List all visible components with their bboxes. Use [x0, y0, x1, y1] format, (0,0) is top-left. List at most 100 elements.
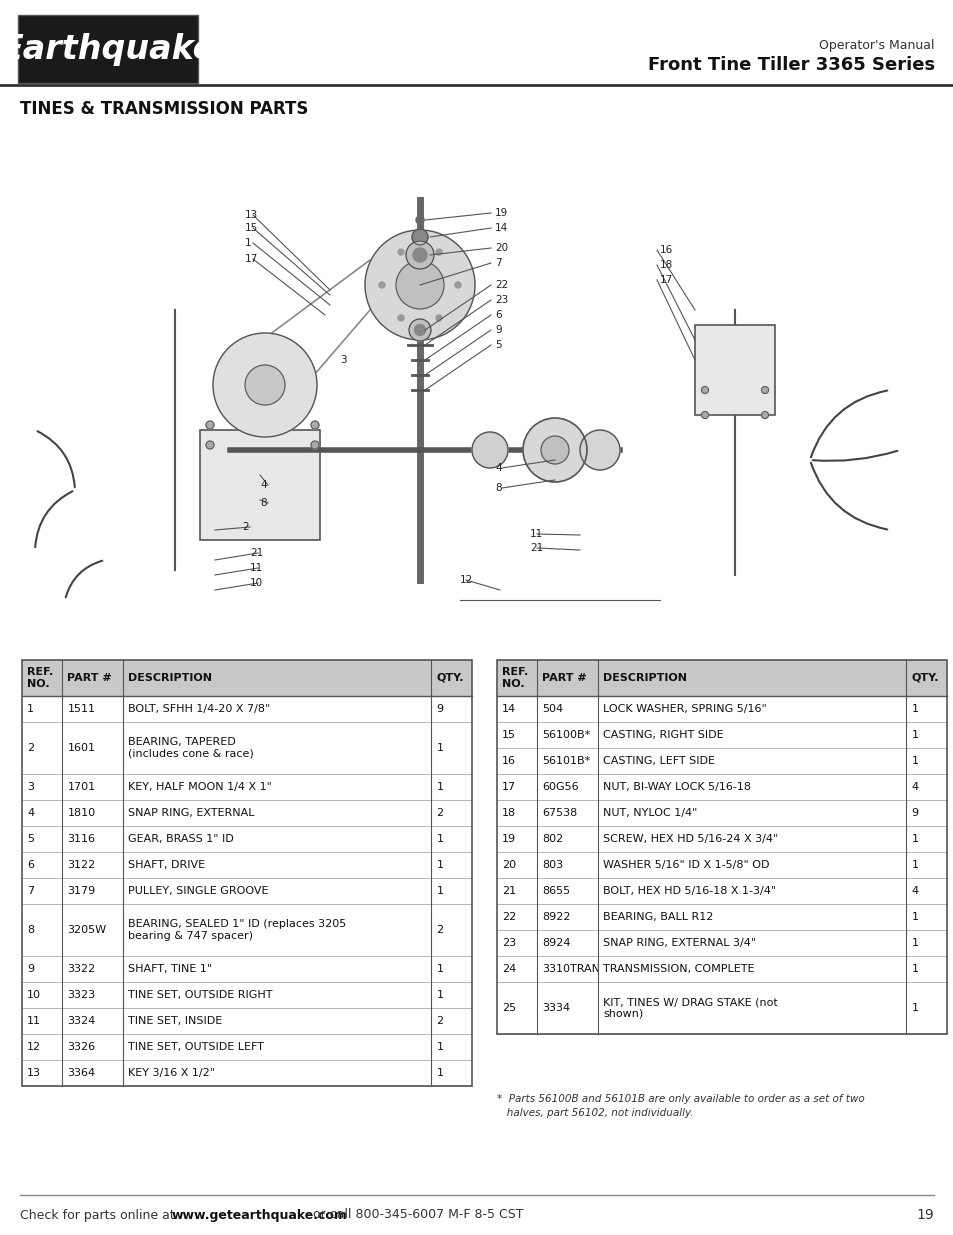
- Text: Earthquake: Earthquake: [0, 32, 215, 65]
- Text: 56101B*: 56101B*: [542, 756, 590, 766]
- Text: KIT, TINES W/ DRAG STAKE (not
shown): KIT, TINES W/ DRAG STAKE (not shown): [602, 997, 778, 1019]
- Text: 24: 24: [501, 965, 516, 974]
- Text: 3324: 3324: [68, 1016, 95, 1026]
- Text: 3322: 3322: [68, 965, 95, 974]
- FancyBboxPatch shape: [22, 800, 472, 826]
- Text: 1: 1: [436, 885, 443, 897]
- Text: 1: 1: [910, 911, 918, 923]
- Text: 1: 1: [910, 704, 918, 714]
- Text: 4: 4: [910, 782, 918, 792]
- Text: 14: 14: [495, 224, 508, 233]
- Circle shape: [414, 325, 425, 336]
- Text: 5: 5: [495, 340, 501, 350]
- FancyBboxPatch shape: [22, 1060, 472, 1086]
- Text: 1: 1: [436, 1068, 443, 1078]
- Text: BEARING, SEALED 1" ID (replaces 3205
bearing & 747 spacer): BEARING, SEALED 1" ID (replaces 3205 bea…: [128, 919, 346, 941]
- Text: 21: 21: [530, 543, 542, 553]
- Text: 13: 13: [27, 1068, 41, 1078]
- Text: 10: 10: [27, 990, 41, 1000]
- Circle shape: [416, 216, 423, 224]
- Circle shape: [412, 228, 428, 245]
- FancyBboxPatch shape: [497, 748, 946, 774]
- Text: 19: 19: [915, 1208, 933, 1221]
- Circle shape: [311, 421, 318, 429]
- Circle shape: [406, 241, 434, 269]
- Text: PULLEY, SINGLE GROOVE: PULLEY, SINGLE GROOVE: [128, 885, 269, 897]
- Text: REF.
NO.: REF. NO.: [27, 667, 53, 689]
- Text: 504: 504: [542, 704, 563, 714]
- Text: 1: 1: [910, 860, 918, 869]
- Text: TINE SET, OUTSIDE RIGHT: TINE SET, OUTSIDE RIGHT: [128, 990, 273, 1000]
- Text: 11: 11: [530, 529, 542, 538]
- Circle shape: [700, 411, 708, 419]
- FancyBboxPatch shape: [497, 722, 946, 748]
- Text: 2: 2: [436, 1016, 443, 1026]
- Text: 18: 18: [501, 808, 516, 818]
- Text: WASHER 5/16" ID X 1-5/8" OD: WASHER 5/16" ID X 1-5/8" OD: [602, 860, 769, 869]
- FancyBboxPatch shape: [22, 722, 472, 774]
- FancyBboxPatch shape: [497, 878, 946, 904]
- Text: 2: 2: [242, 522, 249, 532]
- Text: SHAFT, TINE 1": SHAFT, TINE 1": [128, 965, 213, 974]
- Text: 9: 9: [436, 704, 443, 714]
- Text: 5: 5: [27, 834, 34, 844]
- FancyBboxPatch shape: [497, 800, 946, 826]
- Text: 3205W: 3205W: [68, 925, 107, 935]
- Circle shape: [206, 441, 213, 450]
- Text: 17: 17: [501, 782, 516, 792]
- FancyBboxPatch shape: [200, 430, 319, 540]
- Text: 4: 4: [27, 808, 34, 818]
- Circle shape: [760, 387, 768, 394]
- Text: QTY.: QTY.: [910, 673, 938, 683]
- FancyBboxPatch shape: [497, 826, 946, 852]
- Text: 25: 25: [501, 1003, 516, 1013]
- FancyBboxPatch shape: [497, 697, 946, 722]
- Text: 3179: 3179: [68, 885, 95, 897]
- Text: 7: 7: [27, 885, 34, 897]
- Text: TRANSMISSION, COMPLETE: TRANSMISSION, COMPLETE: [602, 965, 754, 974]
- Text: 1: 1: [910, 834, 918, 844]
- Text: 2: 2: [436, 808, 443, 818]
- Circle shape: [213, 333, 316, 437]
- Text: 1511: 1511: [68, 704, 95, 714]
- Text: 4: 4: [260, 480, 266, 490]
- Text: 11: 11: [27, 1016, 41, 1026]
- FancyBboxPatch shape: [22, 956, 472, 982]
- Text: 2: 2: [436, 925, 443, 935]
- Text: GEAR, BRASS 1" ID: GEAR, BRASS 1" ID: [128, 834, 233, 844]
- Text: SNAP RING, EXTERNAL: SNAP RING, EXTERNAL: [128, 808, 254, 818]
- Text: 1: 1: [436, 1042, 443, 1052]
- Text: 20: 20: [495, 243, 508, 253]
- FancyBboxPatch shape: [497, 659, 946, 697]
- Text: 60G56: 60G56: [542, 782, 578, 792]
- Text: 803: 803: [542, 860, 563, 869]
- Text: 21: 21: [250, 548, 263, 558]
- FancyBboxPatch shape: [497, 982, 946, 1034]
- Circle shape: [436, 315, 441, 321]
- Text: 1: 1: [436, 743, 443, 753]
- FancyBboxPatch shape: [497, 774, 946, 800]
- Text: 1: 1: [245, 238, 252, 248]
- Text: 1: 1: [910, 756, 918, 766]
- Text: TINES & TRANSMISSION PARTS: TINES & TRANSMISSION PARTS: [20, 100, 308, 119]
- Circle shape: [540, 436, 568, 464]
- Text: 23: 23: [501, 939, 516, 948]
- Text: 1: 1: [27, 704, 34, 714]
- Circle shape: [413, 248, 427, 262]
- Text: 19: 19: [501, 834, 516, 844]
- Text: 1601: 1601: [68, 743, 95, 753]
- Text: 18: 18: [659, 261, 673, 270]
- Text: *  Parts 56100B and 56101B are only available to order as a set of two: * Parts 56100B and 56101B are only avail…: [497, 1094, 863, 1104]
- Text: 7: 7: [495, 258, 501, 268]
- Text: 8: 8: [27, 925, 34, 935]
- Text: 8655: 8655: [542, 885, 570, 897]
- Text: 23: 23: [495, 295, 508, 305]
- Text: 19: 19: [495, 207, 508, 219]
- Text: 1: 1: [910, 965, 918, 974]
- Text: 21: 21: [501, 885, 516, 897]
- Text: NUT, NYLOC 1/4": NUT, NYLOC 1/4": [602, 808, 697, 818]
- Text: 12: 12: [27, 1042, 41, 1052]
- FancyBboxPatch shape: [18, 15, 198, 83]
- Text: PART #: PART #: [68, 673, 112, 683]
- Text: halves, part 56102, not individually.: halves, part 56102, not individually.: [497, 1108, 693, 1118]
